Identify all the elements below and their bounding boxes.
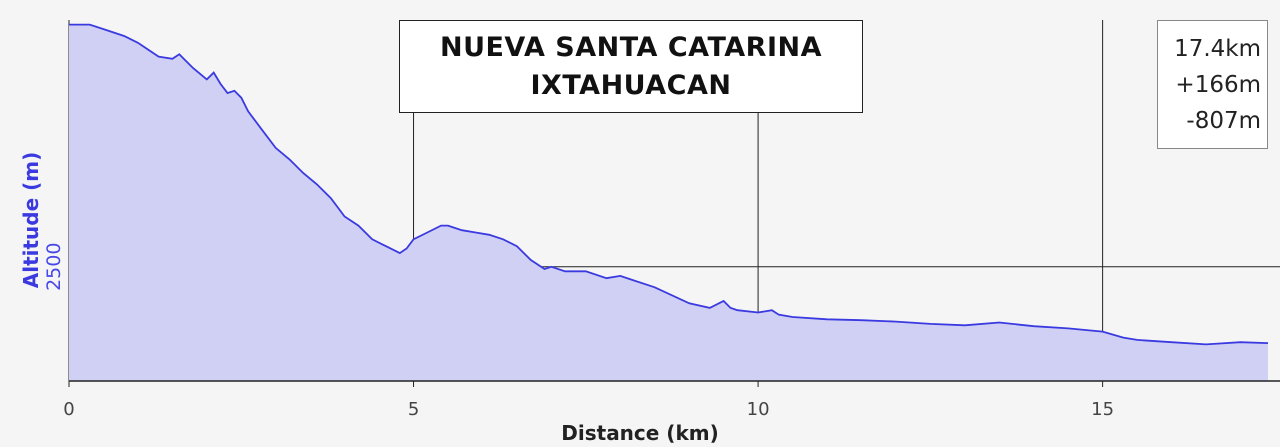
x-tick-label-0: 0 <box>63 399 74 420</box>
x-tick-label-15: 15 <box>1091 399 1114 420</box>
elevation-line <box>69 23 1269 346</box>
elevation-loss: -807m <box>1186 107 1261 134</box>
elevation-area <box>69 24 1268 381</box>
route-stats-box: 17.4km +166m -807m <box>1157 20 1268 149</box>
y-tick-labels: 2500 <box>43 243 65 291</box>
x-axis-label: Distance (km) <box>561 421 718 445</box>
total-distance: 17.4km <box>1174 35 1261 62</box>
x-tick-label-10: 10 <box>747 399 770 420</box>
x-tick-labels: 0 5 10 15 <box>63 381 1114 420</box>
route-title-line1: NUEVA SANTA CATARINA <box>439 31 823 63</box>
x-tick-label-5: 5 <box>408 399 419 420</box>
y-tick-label-2500: 2500 <box>43 243 65 291</box>
route-title-box: NUEVA SANTA CATARINA IXTAHUACAN <box>399 20 863 113</box>
route-title-line2: IXTAHUACAN <box>530 69 732 101</box>
elevation-gain: +166m <box>1175 71 1261 98</box>
y-axis-label: Altitude (m) <box>19 152 43 289</box>
